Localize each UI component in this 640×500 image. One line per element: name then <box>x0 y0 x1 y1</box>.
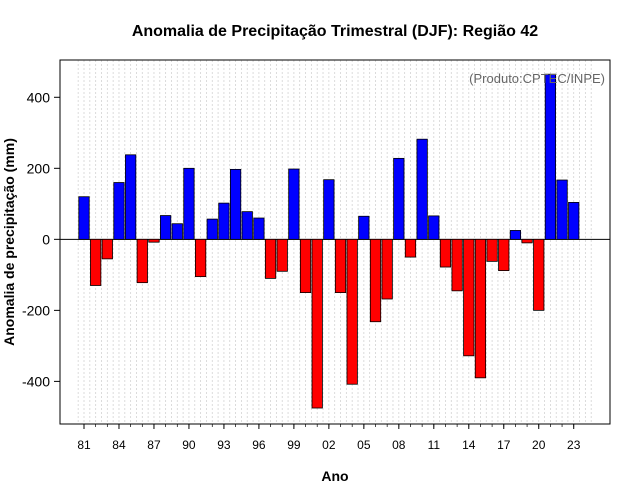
x-tick-label: 84 <box>112 438 126 452</box>
bar-1993 <box>218 202 230 240</box>
x-axis: 81 84 87 90 93 96 99 02 05 08 11 14 17 20 23 <box>77 424 581 452</box>
x-tick-label: 08 <box>392 438 406 452</box>
bar-2009 <box>404 238 417 258</box>
y-tick-label: 400 <box>27 89 51 105</box>
bar-1985 <box>125 154 137 240</box>
grid <box>77 60 592 424</box>
bar-1991 <box>194 238 207 278</box>
x-tick-label: 23 <box>567 438 581 452</box>
x-tick-label: 99 <box>287 438 301 452</box>
bar-1984 <box>113 182 125 240</box>
x-tick-label: 20 <box>532 438 546 452</box>
bar-1987 <box>148 238 160 243</box>
bar-2001 <box>311 238 323 409</box>
y-tick-label: -200 <box>22 302 50 318</box>
bar-2000 <box>299 238 312 294</box>
bar-2002 <box>323 179 335 240</box>
bar-1986 <box>136 238 148 284</box>
bars <box>78 73 580 409</box>
bar-1997 <box>264 238 277 279</box>
bar-1981 <box>78 196 90 240</box>
y-axis-label: Anomalia de precipitação (mm) <box>1 138 17 346</box>
bar-2004 <box>346 238 358 385</box>
x-tick-label: 90 <box>182 438 196 452</box>
bar-2008 <box>393 157 405 240</box>
x-tick-label: 93 <box>217 438 231 452</box>
bar-2007 <box>381 238 393 300</box>
bar-1982 <box>90 238 102 286</box>
bar-2012 <box>439 238 452 268</box>
x-tick-label: 17 <box>497 438 511 452</box>
bar-2010 <box>416 138 428 240</box>
bar-2005 <box>358 215 370 240</box>
x-tick-label: 11 <box>428 438 441 452</box>
bar-2014 <box>463 238 475 357</box>
bar-1995 <box>241 211 253 240</box>
x-axis-label: Ano <box>321 468 348 484</box>
bar-1999 <box>288 168 300 240</box>
credit-label: (Produto:CPTEC/INPE) <box>469 71 605 86</box>
bar-2021 <box>544 73 557 240</box>
x-tick-label: 14 <box>462 438 476 452</box>
y-axis: -400 -200 0 200 400 <box>22 89 60 389</box>
y-tick-label: 0 <box>42 231 50 247</box>
x-tick-label: 02 <box>322 438 336 452</box>
bar-2015 <box>474 238 487 379</box>
x-tick-label: 96 <box>252 438 266 452</box>
bar-2011 <box>428 215 440 240</box>
bar-1994 <box>229 168 242 240</box>
plot-frame <box>59 59 611 425</box>
bar-1998 <box>276 238 288 272</box>
bar-2023 <box>568 202 580 240</box>
bar-1989 <box>171 223 183 240</box>
bar-2018 <box>509 230 522 240</box>
bar-2020 <box>533 238 545 311</box>
bar-2003 <box>334 238 347 294</box>
bar-1990 <box>183 167 195 240</box>
x-tick-label: 81 <box>77 438 91 452</box>
bar-2017 <box>498 238 510 271</box>
x-tick-label: 05 <box>357 438 371 452</box>
chart-title: Anomalia de Precipitação Trimestral (DJF… <box>132 23 538 40</box>
y-tick-label: -400 <box>22 373 50 389</box>
bar-1992 <box>206 218 218 240</box>
bar-1988 <box>160 215 172 240</box>
bar-2013 <box>451 238 463 292</box>
bar-1983 <box>101 238 113 260</box>
x-tick-label: 87 <box>147 438 161 452</box>
bar-1996 <box>253 217 265 240</box>
bar-2006 <box>369 238 382 323</box>
bar-2022 <box>556 179 568 240</box>
y-tick-label: 200 <box>27 160 51 176</box>
bar-2016 <box>486 238 498 262</box>
bar-2019 <box>521 238 533 244</box>
